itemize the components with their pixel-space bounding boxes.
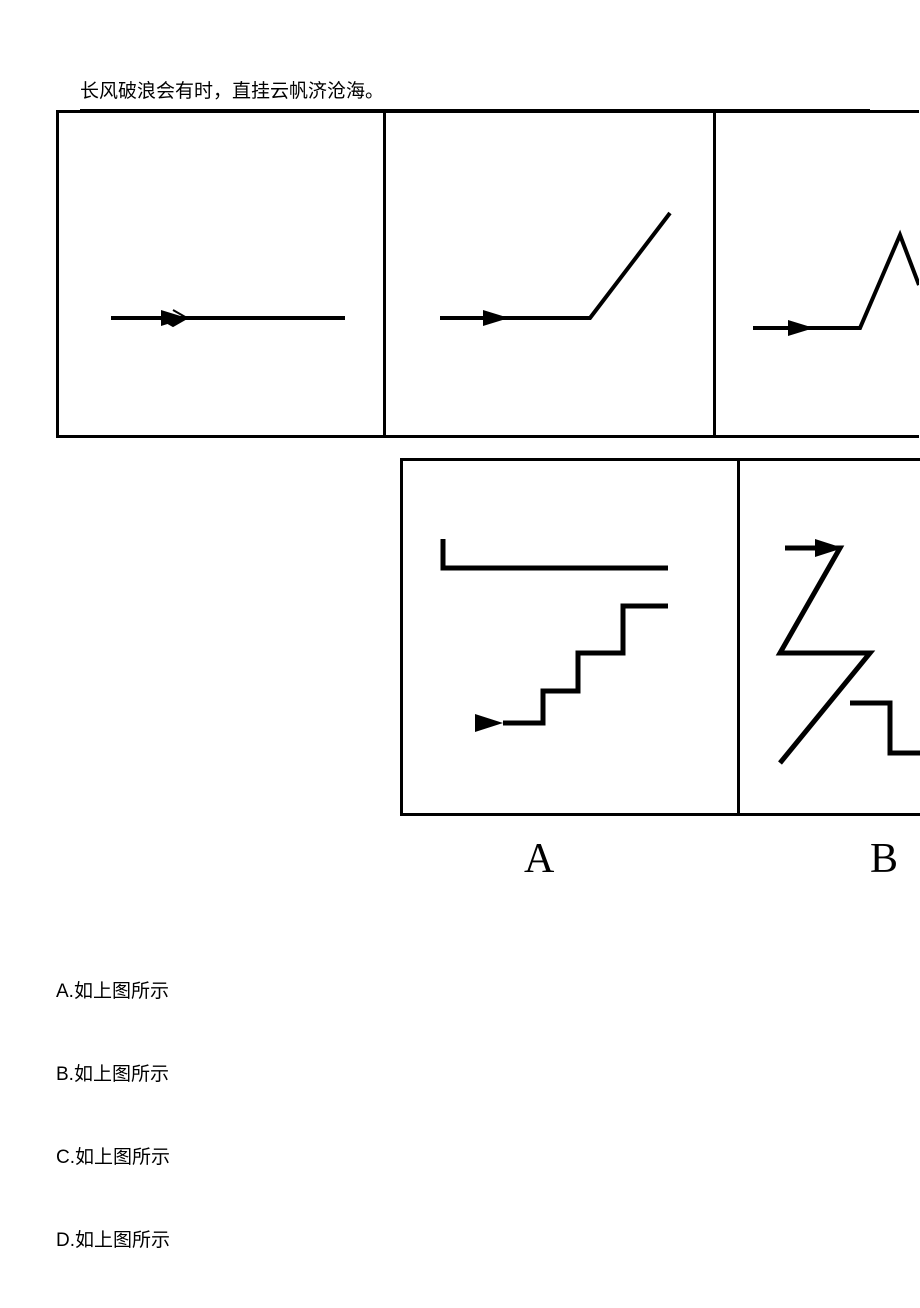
option-d: D.如上图所示 [56,1225,170,1252]
label-a: A [524,835,554,883]
option-b: B.如上图所示 [56,1059,170,1086]
header-quote: 长风破浪会有时，直挂云帆济沧海。 [80,76,870,110]
diagram-cell-2 [386,110,716,438]
label-b: B [870,835,898,883]
arrow-line-diagram [59,113,389,441]
option-a: A.如上图所示 [56,976,170,1003]
stairs-diagram-a [403,461,743,819]
diagram-cell-b [740,458,920,816]
zigzag-stairs-diagram-b [740,461,920,819]
arrow-bent-line-diagram [386,113,716,441]
arrow-zigzag-diagram [716,113,919,441]
diagram-row-2 [400,458,920,816]
diagram-cell-a [400,458,740,816]
diagram-cell-1 [56,110,386,438]
diagram-row-1 [56,110,919,438]
options-list: A.如上图所示 B.如上图所示 C.如上图所示 D.如上图所示 [56,976,170,1308]
option-c: C.如上图所示 [56,1142,170,1169]
diagram-cell-3 [716,110,919,438]
